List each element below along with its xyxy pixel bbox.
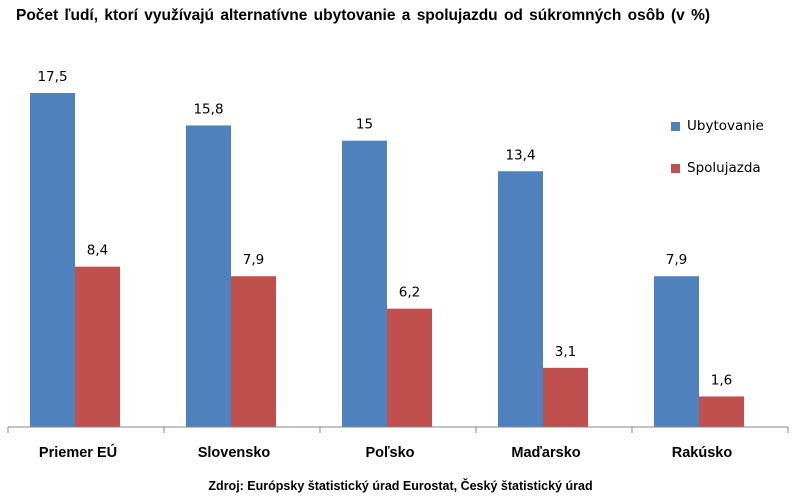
bar-ubytovanie-2 [342, 140, 387, 427]
legend-label-ubytovanie: Ubytovanie [687, 118, 764, 134]
bar-ubytovanie-1 [186, 125, 231, 428]
category-label-3: Maďarsko [511, 445, 580, 461]
bar-chart: 17,5 8,4 Priemer EÚ 15,8 7,9 Slovensko 15 6,2 Po… [7, 69, 789, 461]
bar-ubytovanie-4 [654, 276, 699, 427]
source-note: Zdroj: Európsky štatistický úrad Eurosta… [208, 479, 593, 493]
bar-spolujazda-2 [387, 308, 432, 427]
legend-swatch-spolujazda [671, 163, 680, 173]
data-label-spolujazda-2: 6,2 [399, 285, 420, 301]
bar-spolujazda-1 [231, 276, 276, 427]
data-label-ubytovanie-4: 7,9 [666, 252, 687, 268]
category-label-1: Slovensko [198, 445, 271, 461]
data-label-spolujazda-1: 7,9 [243, 252, 264, 268]
data-label-spolujazda-4: 1,6 [711, 372, 732, 388]
data-label-spolujazda-0: 8,4 [87, 243, 108, 259]
bar-spolujazda-3 [543, 367, 588, 427]
legend-item-spolujazda: Spolujazda [671, 158, 764, 178]
legend: Ubytovanie Spolujazda [671, 116, 764, 200]
legend-label-spolujazda: Spolujazda [687, 160, 761, 176]
category-label-4: Rakúsko [672, 445, 733, 461]
bar-spolujazda-0 [75, 266, 120, 427]
category-label-2: Poľsko [365, 445, 414, 461]
bar-ubytovanie-0 [30, 93, 75, 427]
legend-swatch-ubytovanie [671, 121, 680, 131]
data-label-ubytovanie-0: 17,5 [37, 69, 67, 85]
bar-spolujazda-4 [699, 396, 744, 427]
data-label-ubytovanie-2: 15 [356, 117, 373, 133]
bar-ubytovanie-3 [498, 171, 543, 427]
data-label-spolujazda-3: 3,1 [555, 344, 576, 360]
data-label-ubytovanie-3: 13,4 [505, 147, 535, 163]
data-label-ubytovanie-1: 15,8 [193, 101, 223, 117]
legend-item-ubytovanie: Ubytovanie [671, 116, 764, 136]
chart-title: Počet ľudí, ktorí využívajú alternatívne… [16, 7, 711, 24]
category-label-0: Priemer EÚ [39, 443, 117, 461]
